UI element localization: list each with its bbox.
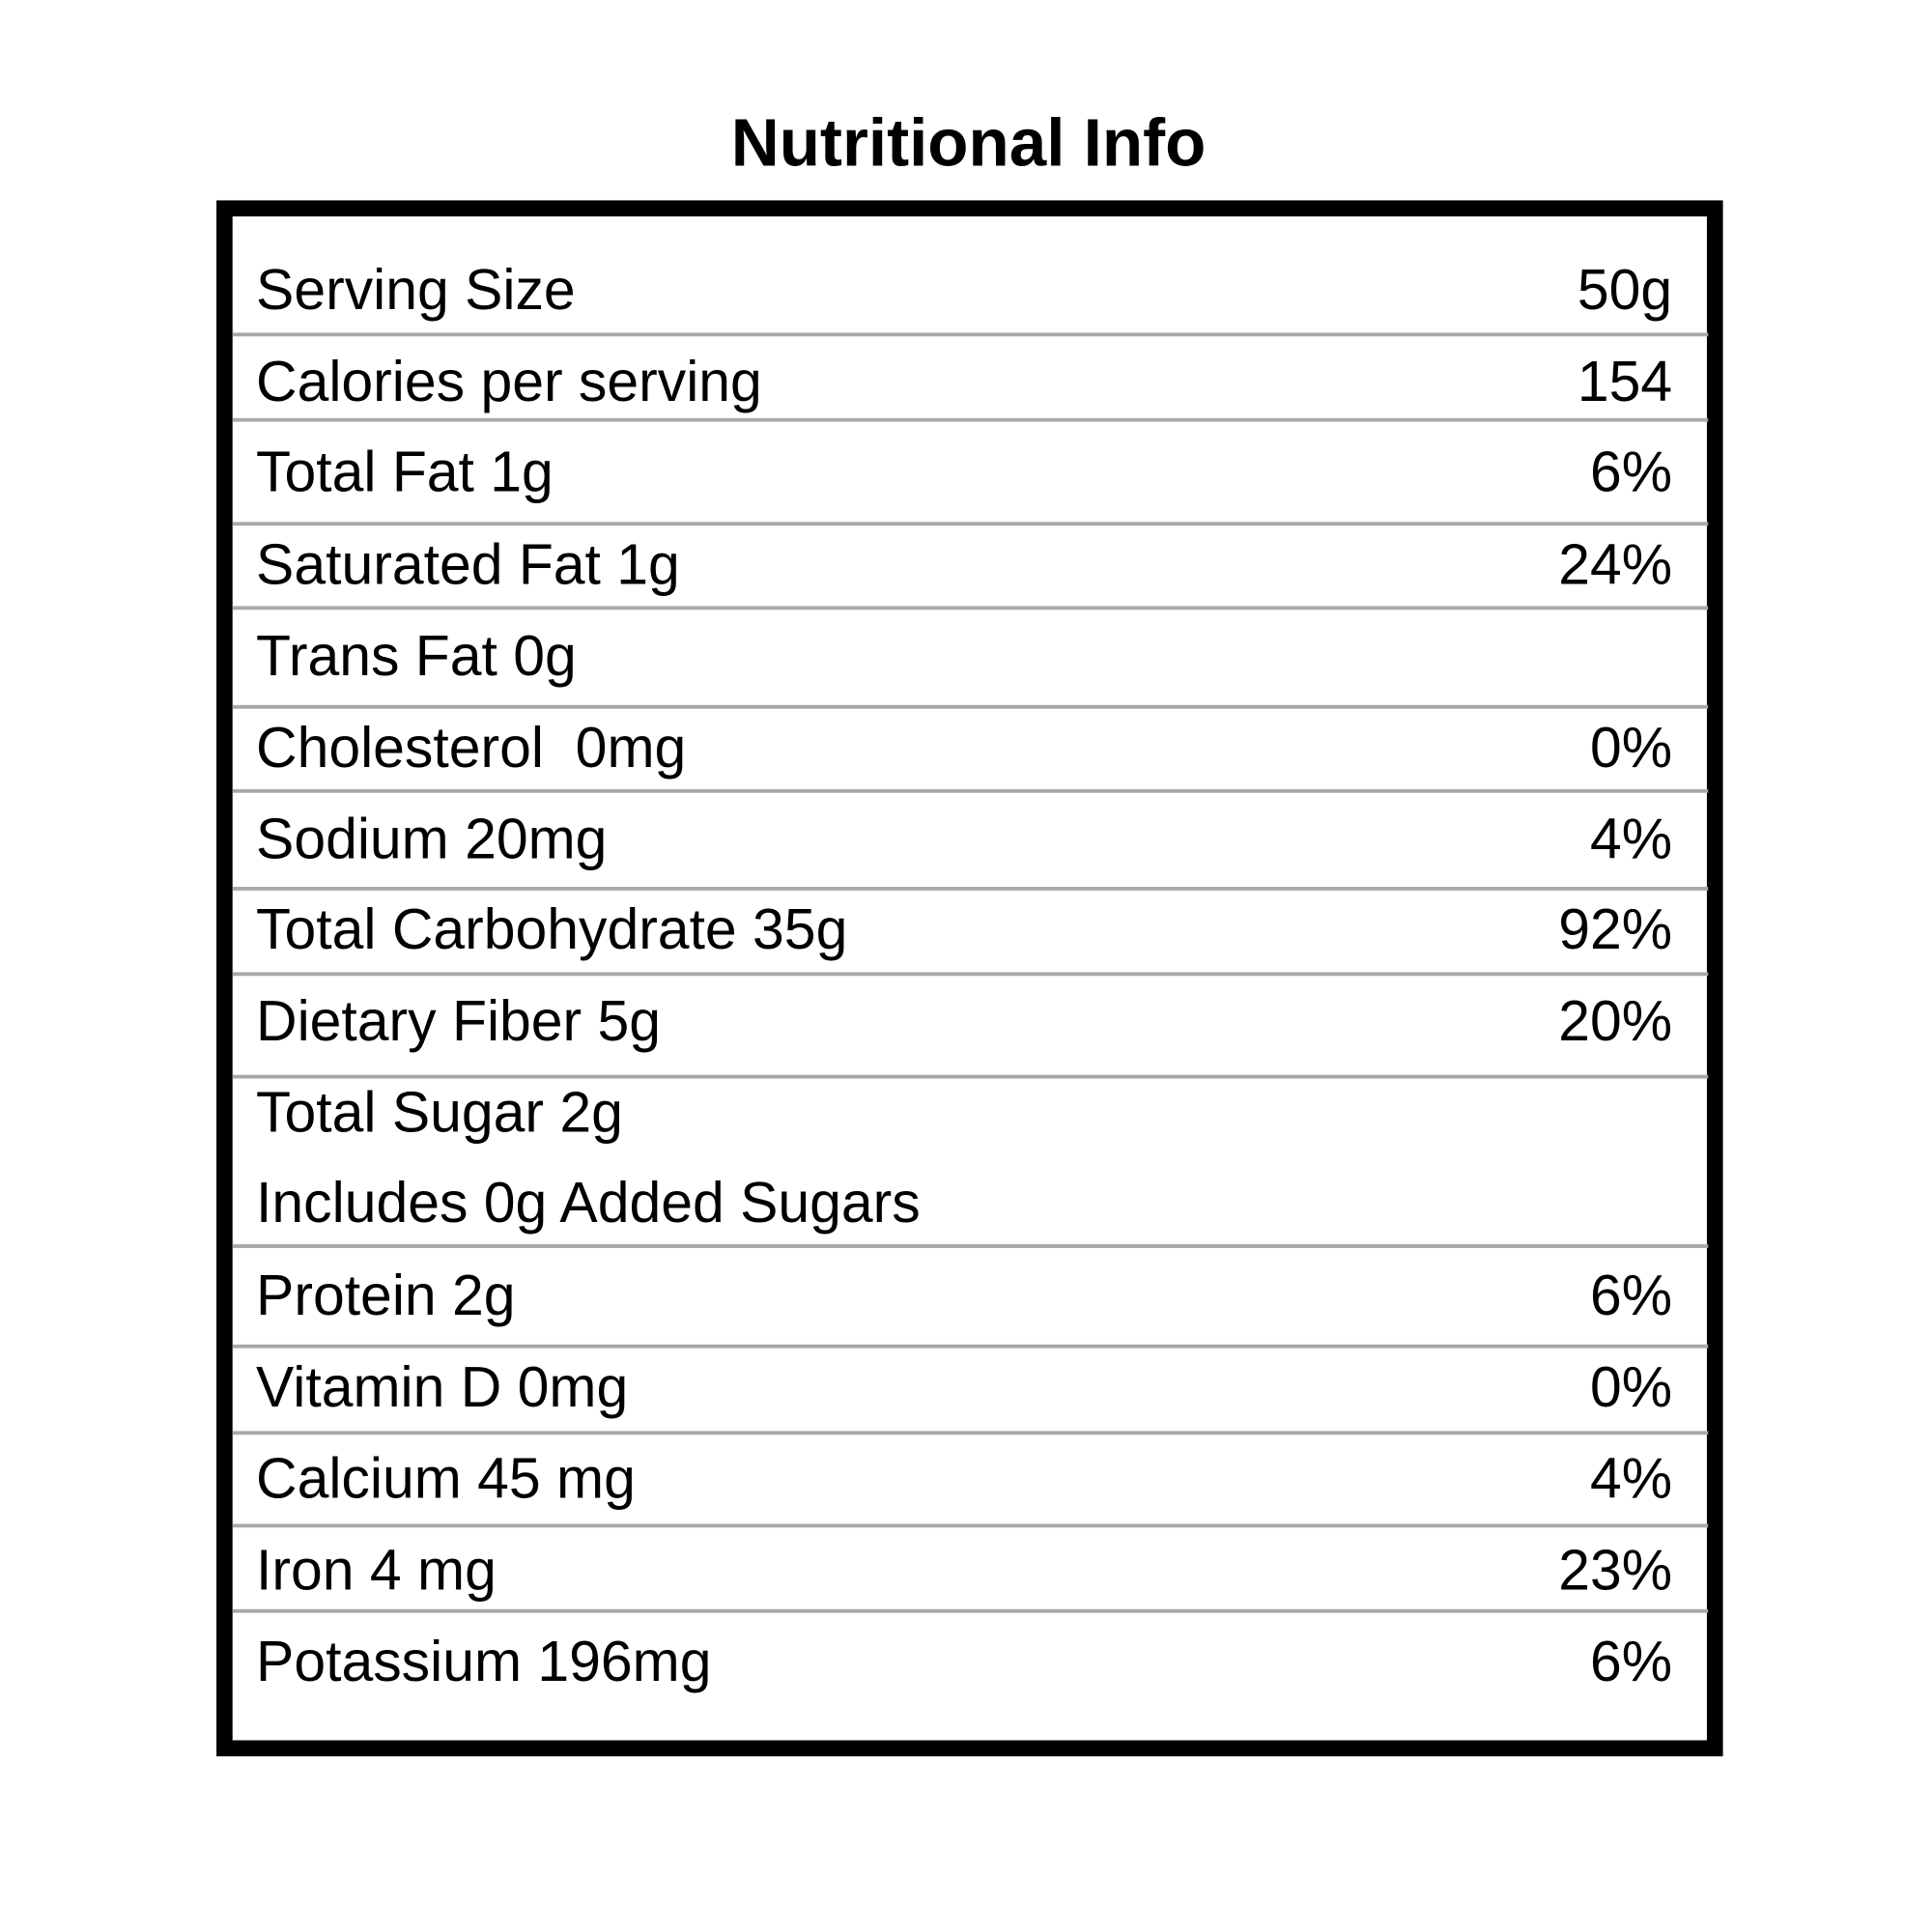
row-divider xyxy=(232,887,1709,891)
nutrient-label: Protein 2g xyxy=(256,1263,516,1327)
nutrient-row: Includes 0g Added Sugars xyxy=(256,1165,1672,1239)
nutrient-row: Calcium 45 mg 4% xyxy=(256,1441,1672,1516)
nutrient-row: Total Fat 1g 6% xyxy=(256,434,1672,508)
nutrient-label: Vitamin D 0mg xyxy=(256,1354,629,1419)
nutrient-label: Dietary Fiber 5g xyxy=(256,988,662,1053)
nutrient-row: Cholesterol 0mg 0% xyxy=(256,710,1672,784)
nutrient-row: Trans Fat 0g xyxy=(256,618,1672,693)
row-divider xyxy=(232,1608,1709,1613)
nutrient-row: Dietary Fiber 5g 20% xyxy=(256,983,1672,1058)
nutrient-value: 20% xyxy=(1558,988,1673,1053)
nutrient-row: Total Sugar 2g xyxy=(256,1075,1672,1150)
row-divider xyxy=(232,522,1709,526)
nutrient-row: Saturated Fat 1g 24% xyxy=(256,526,1672,601)
page-title: Nutritional Info xyxy=(730,106,1207,181)
nutrient-value: 50g xyxy=(1577,257,1673,322)
nutrient-row: Iron 4 mg 23% xyxy=(256,1532,1672,1606)
nutrient-value: 154 xyxy=(1577,349,1673,413)
nutrient-label: Calories per serving xyxy=(256,349,762,413)
nutrient-row: Vitamin D 0mg 0% xyxy=(256,1350,1672,1424)
nutrient-value: 0% xyxy=(1589,1354,1673,1419)
nutrient-value: 6% xyxy=(1589,1263,1673,1327)
row-divider xyxy=(232,606,1709,611)
row-divider xyxy=(232,1523,1709,1528)
nutrient-value: 23% xyxy=(1558,1537,1673,1603)
row-divider xyxy=(232,1244,1709,1248)
row-divider xyxy=(232,417,1709,422)
nutrient-value: 92% xyxy=(1558,896,1673,961)
nutrient-label: Total Fat 1g xyxy=(256,439,554,504)
nutrient-value: 6% xyxy=(1589,439,1673,504)
row-divider xyxy=(232,1074,1709,1079)
nutrient-label: Includes 0g Added Sugars xyxy=(256,1170,921,1235)
nutrient-label: Potassium 196mg xyxy=(256,1629,712,1693)
nutrient-value: 24% xyxy=(1558,531,1673,597)
nutrient-label: Trans Fat 0g xyxy=(256,623,577,688)
nutrient-label: Serving Size xyxy=(256,257,576,322)
row-divider xyxy=(232,1344,1709,1349)
nutrient-row: Total Carbohydrate 35g 92% xyxy=(256,892,1672,966)
nutrient-label: Total Carbohydrate 35g xyxy=(256,896,848,961)
nutrient-value: 0% xyxy=(1589,715,1673,780)
nutrient-value: 6% xyxy=(1589,1629,1673,1693)
nutrient-value: 4% xyxy=(1589,806,1673,871)
nutrient-row: Protein 2g 6% xyxy=(256,1258,1672,1332)
row-divider xyxy=(232,972,1709,977)
nutrient-row: Calories per serving 154 xyxy=(256,344,1672,418)
nutrient-row: Potassium 196mg 6% xyxy=(256,1624,1672,1698)
row-divider xyxy=(232,788,1709,793)
row-divider xyxy=(232,704,1709,709)
nutrient-label: Sodium 20mg xyxy=(256,806,608,871)
nutrient-value: 4% xyxy=(1589,1445,1673,1511)
nutrient-row: Sodium 20mg 4% xyxy=(256,802,1672,876)
row-divider xyxy=(232,332,1709,337)
nutrient-label: Total Sugar 2g xyxy=(256,1079,623,1145)
nutrient-label: Cholesterol 0mg xyxy=(256,715,687,780)
row-divider xyxy=(232,1431,1709,1435)
nutrient-label: Iron 4 mg xyxy=(256,1537,497,1603)
nutrient-row: Serving Size 50g xyxy=(256,252,1672,327)
nutrition-table-border xyxy=(216,200,1723,1757)
nutrient-label: Saturated Fat 1g xyxy=(256,531,680,597)
nutrient-label: Calcium 45 mg xyxy=(256,1445,636,1511)
